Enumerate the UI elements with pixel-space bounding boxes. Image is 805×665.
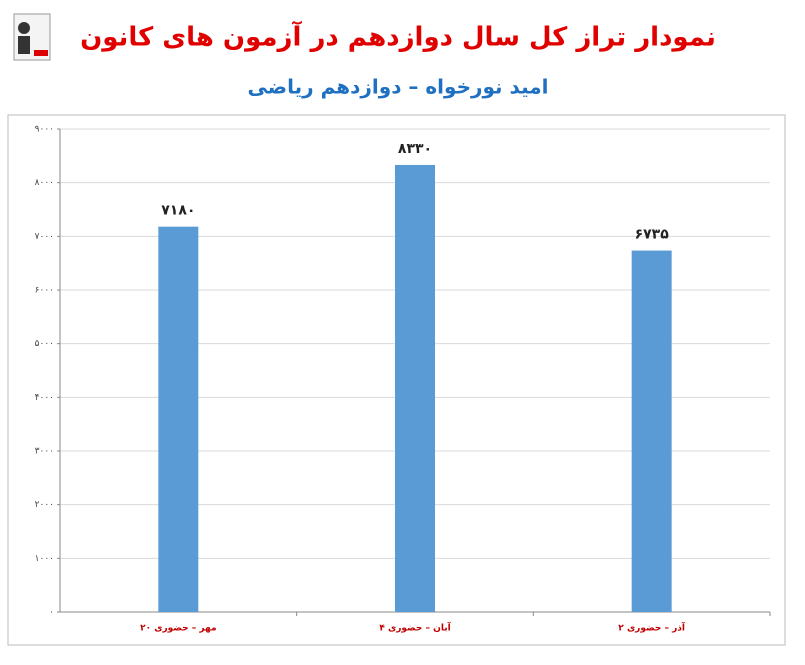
bar xyxy=(631,250,672,612)
value-label: ۷۱۸۰ xyxy=(161,203,195,219)
y-tick-label: ۳۰۰۰ xyxy=(35,447,54,457)
bar xyxy=(158,226,199,612)
y-tick-label: ۰ xyxy=(49,608,54,618)
y-tick-label: ۱۰۰۰ xyxy=(35,554,54,564)
chart-subtitle: امید نورخواه – دوازدهم ریاضی xyxy=(248,75,549,99)
x-tick-label: ۴ آبان – حضوری xyxy=(379,622,451,634)
y-tick-label: ۲۰۰۰ xyxy=(35,500,54,510)
y-tick-label: ۶۰۰۰ xyxy=(35,286,54,296)
value-label: ۶۷۳۵ xyxy=(635,227,670,243)
y-tick-label: ۹۰۰۰ xyxy=(35,125,54,135)
y-tick-label: ۸۰۰۰ xyxy=(35,178,54,188)
x-tick-label: ۲ آذر – حضوری xyxy=(618,622,686,634)
y-tick-label: ۴۰۰۰ xyxy=(35,393,54,403)
logo xyxy=(13,13,51,61)
bar xyxy=(395,164,435,612)
y-tick-label: ۷۰۰۰ xyxy=(35,232,54,242)
y-tick-label: ۵۰۰۰ xyxy=(35,339,54,349)
chart-title: نمودار تراز کل سال دوازدهم در آزمون های … xyxy=(80,21,716,53)
value-label: ۸۳۳۰ xyxy=(398,141,432,157)
x-tick-label: ۲۰ مهر – حضوری xyxy=(140,624,216,634)
plot-frame xyxy=(7,114,786,646)
